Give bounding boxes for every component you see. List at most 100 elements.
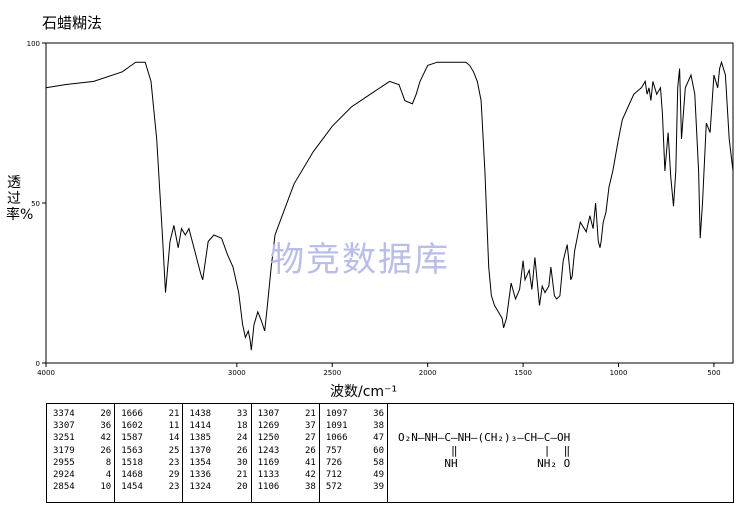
peak-table: 3374 20 3307 36 3251 42 3179 26 2955 8 2924 4 2854 10… (46, 403, 388, 503)
peak-row: 1307 21 (258, 408, 316, 420)
peak-wavenumber: 2955 (53, 457, 75, 468)
peak-wavenumber: 1169 (257, 457, 280, 468)
peak-wavenumber: 1602 (121, 421, 143, 432)
peak-column: 1666 21 1602 11 1587 14 1563 25 1518 23 1468 29 1454… (115, 404, 184, 502)
peak-wavenumber: 1666 (121, 409, 143, 419)
peak-row: 3179 26 (53, 445, 111, 457)
x-axis-label: 波数/cm⁻¹ (330, 384, 398, 400)
peak-transmittance: 21 (304, 409, 316, 419)
peak-transmittance: 29 (168, 470, 180, 481)
peak-wavenumber: 1106 (257, 482, 280, 493)
formula-line-1: O₂N—NH—C—NH—(CH₂)₃—CH—C—OH (398, 431, 571, 444)
x-tick-label: 1000 (610, 369, 628, 377)
peak-row: 1370 26 (189, 445, 247, 457)
peak-transmittance: 30 (236, 457, 248, 468)
peak-transmittance: 26 (236, 445, 248, 456)
peak-row: 1243 26 (258, 445, 316, 457)
peak-row: 572 39 (326, 481, 384, 493)
peak-transmittance: 42 (100, 433, 112, 444)
peak-transmittance: 14 (168, 433, 180, 444)
peak-transmittance: 38 (304, 482, 316, 493)
y-tick-label: 50 (31, 200, 40, 208)
peak-transmittance: 20 (100, 409, 112, 419)
x-tick-label: 4000 (37, 369, 55, 377)
peak-wavenumber: 1385 (189, 433, 212, 444)
peak-wavenumber: 572 (325, 482, 343, 493)
peak-wavenumber: 1370 (189, 445, 212, 456)
peak-transmittance: 21 (168, 409, 180, 419)
y-tick-label: 0 (36, 360, 40, 368)
peak-row: 1336 21 (189, 469, 247, 481)
peak-row: 1106 38 (258, 481, 316, 493)
peak-wavenumber: 1354 (189, 457, 212, 468)
peak-transmittance: 23 (168, 482, 180, 493)
peak-row: 1563 25 (121, 445, 179, 457)
plot-frame (45, 42, 734, 364)
peak-transmittance: 49 (373, 470, 385, 481)
peak-wavenumber: 1250 (257, 433, 280, 444)
peak-wavenumber: 1454 (121, 482, 143, 493)
peak-transmittance: 18 (236, 421, 248, 432)
peak-row: 2854 10 (53, 481, 111, 493)
peak-wavenumber: 726 (325, 457, 343, 468)
x-tick-label: 2000 (419, 369, 437, 377)
peak-wavenumber: 1243 (257, 445, 280, 456)
peak-wavenumber: 3307 (53, 421, 75, 432)
peak-row: 1066 47 (326, 432, 384, 444)
peak-wavenumber: 1097 (325, 409, 348, 419)
peak-row: 1091 38 (326, 420, 384, 432)
spectrum-line (45, 60, 734, 351)
peak-row: 2955 8 (53, 457, 111, 469)
peak-row: 2924 4 (53, 469, 111, 481)
formula-line-3: NH NH₂ O (398, 457, 571, 470)
peak-transmittance: 36 (373, 409, 385, 419)
peak-wavenumber: 1307 (257, 409, 280, 419)
peak-row: 1438 33 (189, 408, 247, 420)
peak-transmittance: 26 (100, 445, 112, 456)
peak-transmittance: 21 (236, 470, 248, 481)
x-tick-label: 2500 (323, 369, 341, 377)
peak-wavenumber: 3179 (53, 445, 75, 456)
peak-transmittance: 25 (168, 445, 180, 456)
peak-row: 1518 23 (121, 457, 179, 469)
y-axis-label: 透过率% (6, 175, 34, 223)
peak-transmittance: 10 (100, 482, 112, 493)
x-tick-label: 3000 (228, 369, 246, 377)
x-tick-label: 1500 (514, 369, 532, 377)
peak-row: 1468 29 (121, 469, 179, 481)
peak-transmittance: 42 (304, 470, 316, 481)
x-tick-label: 500 (707, 369, 720, 377)
peak-row: 1324 20 (189, 481, 247, 493)
peak-wavenumber: 2854 (53, 482, 75, 493)
y-tick-label: 100 (27, 40, 40, 48)
peak-transmittance: 38 (373, 421, 385, 432)
peak-row: 1385 24 (189, 432, 247, 444)
peak-transmittance: 4 (105, 470, 112, 481)
peak-row: 1602 11 (121, 420, 179, 432)
peak-row: 1133 42 (258, 469, 316, 481)
peak-column: 1307 21 1269 37 1250 27 1243 26 1169 41 1133 42 1106… (252, 404, 320, 502)
peak-row: 1250 27 (258, 432, 316, 444)
peak-transmittance: 47 (373, 433, 385, 444)
peak-transmittance: 41 (304, 457, 316, 468)
structural-formula: O₂N—NH—C—NH—(CH₂)₃—CH—C—OH ‖ | ‖ NH NH₂ … (398, 431, 570, 470)
peak-row: 1097 36 (326, 408, 384, 420)
peak-transmittance: 20 (236, 482, 248, 493)
peak-row: 3374 20 (53, 408, 111, 420)
peak-wavenumber: 3251 (53, 433, 75, 444)
peak-transmittance: 26 (304, 445, 316, 456)
peak-row: 3251 42 (53, 432, 111, 444)
structure-panel: O₂N—NH—C—NH—(CH₂)₃—CH—C—OH ‖ | ‖ NH NH₂ … (388, 403, 734, 503)
peak-column: 3374 20 3307 36 3251 42 3179 26 2955 8 2924 4 2854 10 (47, 404, 116, 502)
peak-row: 1269 37 (258, 420, 316, 432)
formula-line-2: ‖ | ‖ (398, 444, 571, 457)
peak-row: 1454 23 (121, 481, 179, 493)
peak-wavenumber: 2924 (53, 470, 75, 481)
peak-transmittance: 33 (236, 409, 248, 419)
peak-wavenumber: 1438 (189, 409, 212, 419)
watermark: 物竞数据库 (270, 240, 450, 280)
peak-transmittance: 39 (373, 482, 385, 493)
peak-column: 1097 36 1091 38 1066 47 757 60 726 58 712 49 572 39 (320, 404, 387, 502)
peak-transmittance: 27 (304, 433, 316, 444)
peak-row: 726 58 (326, 457, 384, 469)
